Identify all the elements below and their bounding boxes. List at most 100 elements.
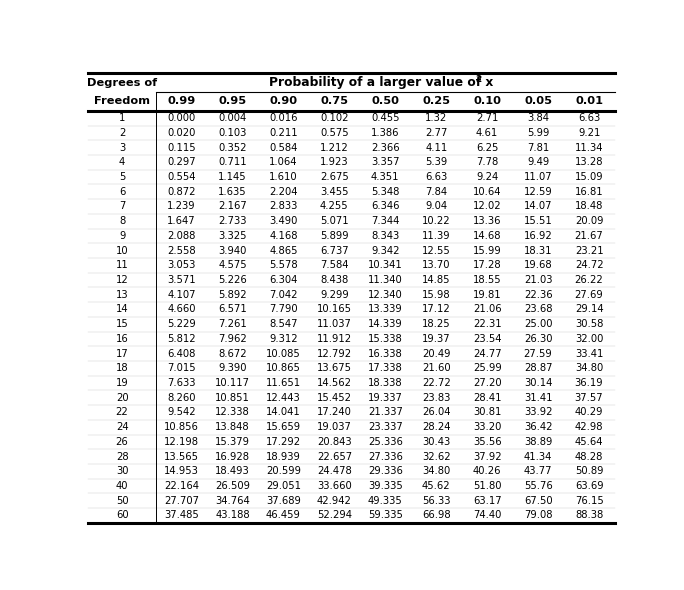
Text: 18.939: 18.939 — [266, 451, 301, 461]
Text: 16.928: 16.928 — [215, 451, 250, 461]
Text: 12.340: 12.340 — [368, 290, 403, 300]
Text: 27.707: 27.707 — [164, 496, 199, 506]
Text: 23.21: 23.21 — [575, 245, 603, 255]
Text: 31.41: 31.41 — [524, 393, 553, 403]
Text: 0.020: 0.020 — [168, 128, 196, 138]
Text: 9.312: 9.312 — [269, 334, 298, 344]
Text: 0.584: 0.584 — [269, 143, 298, 153]
Text: 0.50: 0.50 — [371, 96, 399, 106]
Text: 22: 22 — [116, 408, 129, 418]
Text: 22.72: 22.72 — [422, 378, 451, 388]
Text: 15.09: 15.09 — [575, 172, 603, 182]
Text: 7.962: 7.962 — [218, 334, 247, 344]
Text: 0.10: 0.10 — [473, 96, 501, 106]
Text: 0.01: 0.01 — [575, 96, 603, 106]
Text: 0.004: 0.004 — [218, 113, 246, 123]
Text: 3.84: 3.84 — [527, 113, 549, 123]
Text: 60: 60 — [116, 510, 129, 520]
Text: 2.71: 2.71 — [476, 113, 499, 123]
Text: 1: 1 — [119, 113, 125, 123]
Text: 9.04: 9.04 — [425, 202, 447, 211]
Text: 19.68: 19.68 — [524, 260, 553, 270]
Text: 26.04: 26.04 — [422, 408, 451, 418]
Text: 21.03: 21.03 — [524, 275, 553, 285]
Text: 1.386: 1.386 — [371, 128, 399, 138]
Text: 22.36: 22.36 — [524, 290, 553, 300]
Text: 9.342: 9.342 — [371, 245, 399, 255]
Text: 26.509: 26.509 — [215, 481, 250, 491]
Text: 24.77: 24.77 — [473, 349, 501, 359]
Text: 15.98: 15.98 — [422, 290, 451, 300]
Text: 34.80: 34.80 — [575, 363, 603, 373]
Text: 8.260: 8.260 — [167, 393, 196, 403]
Text: 10.341: 10.341 — [368, 260, 403, 270]
Text: 11.39: 11.39 — [422, 231, 451, 241]
Text: 18.338: 18.338 — [368, 378, 403, 388]
Text: 13.848: 13.848 — [215, 422, 250, 432]
Text: 10.085: 10.085 — [266, 349, 301, 359]
Text: 18.31: 18.31 — [524, 245, 553, 255]
Text: 24: 24 — [116, 422, 129, 432]
Text: 7.81: 7.81 — [527, 143, 549, 153]
Text: 6.304: 6.304 — [269, 275, 298, 285]
Text: 9: 9 — [119, 231, 125, 241]
Text: 0.711: 0.711 — [218, 158, 247, 168]
Text: 30.81: 30.81 — [473, 408, 501, 418]
Text: 30: 30 — [116, 466, 129, 476]
Text: 12.198: 12.198 — [164, 437, 199, 447]
Text: 0.90: 0.90 — [269, 96, 298, 106]
Text: 37.689: 37.689 — [266, 496, 301, 506]
Text: 50.89: 50.89 — [575, 466, 603, 476]
Text: 13.70: 13.70 — [422, 260, 451, 270]
Text: 2: 2 — [119, 128, 125, 138]
Text: 4.61: 4.61 — [476, 128, 498, 138]
Text: 5.99: 5.99 — [527, 128, 549, 138]
Text: 39.335: 39.335 — [368, 481, 403, 491]
Text: 11.340: 11.340 — [368, 275, 403, 285]
Text: 3.357: 3.357 — [371, 158, 399, 168]
Text: 4.11: 4.11 — [425, 143, 447, 153]
Text: 7.84: 7.84 — [425, 187, 447, 197]
Text: 14.85: 14.85 — [422, 275, 451, 285]
Text: 33.20: 33.20 — [473, 422, 501, 432]
Text: 1.145: 1.145 — [218, 172, 247, 182]
Text: 0.000: 0.000 — [168, 113, 196, 123]
Text: 19.81: 19.81 — [473, 290, 501, 300]
Text: 36.42: 36.42 — [524, 422, 553, 432]
Text: 6.571: 6.571 — [218, 304, 247, 314]
Text: 15.379: 15.379 — [215, 437, 250, 447]
Text: 5.348: 5.348 — [371, 187, 399, 197]
Text: 10.856: 10.856 — [164, 422, 199, 432]
Text: 0.872: 0.872 — [167, 187, 196, 197]
Text: 1.212: 1.212 — [320, 143, 349, 153]
Text: 14.68: 14.68 — [473, 231, 501, 241]
Text: 33.41: 33.41 — [575, 349, 603, 359]
Text: 12.02: 12.02 — [473, 202, 501, 211]
Text: 30.43: 30.43 — [422, 437, 450, 447]
Text: 7.78: 7.78 — [476, 158, 498, 168]
Text: 63.17: 63.17 — [473, 496, 501, 506]
Text: 32.00: 32.00 — [575, 334, 603, 344]
Text: 59.335: 59.335 — [368, 510, 403, 520]
Text: 66.98: 66.98 — [422, 510, 451, 520]
Text: 9.21: 9.21 — [578, 128, 601, 138]
Text: 5.071: 5.071 — [320, 216, 349, 226]
Text: 2.733: 2.733 — [218, 216, 247, 226]
Text: 10.851: 10.851 — [215, 393, 250, 403]
Text: 37.485: 37.485 — [164, 510, 199, 520]
Text: 33.660: 33.660 — [317, 481, 352, 491]
Text: 21.67: 21.67 — [575, 231, 603, 241]
Text: 6.63: 6.63 — [578, 113, 600, 123]
Text: 14.562: 14.562 — [317, 378, 352, 388]
Text: 4.865: 4.865 — [269, 245, 298, 255]
Text: 27.336: 27.336 — [368, 451, 403, 461]
Text: 18.493: 18.493 — [215, 466, 250, 476]
Text: 7.015: 7.015 — [167, 363, 196, 373]
Text: 0.554: 0.554 — [167, 172, 196, 182]
Text: 11.07: 11.07 — [524, 172, 553, 182]
Text: 0.455: 0.455 — [371, 113, 399, 123]
Text: 17.338: 17.338 — [368, 363, 403, 373]
Text: 7.790: 7.790 — [269, 304, 298, 314]
Text: 18.55: 18.55 — [473, 275, 501, 285]
Text: 6.346: 6.346 — [371, 202, 399, 211]
